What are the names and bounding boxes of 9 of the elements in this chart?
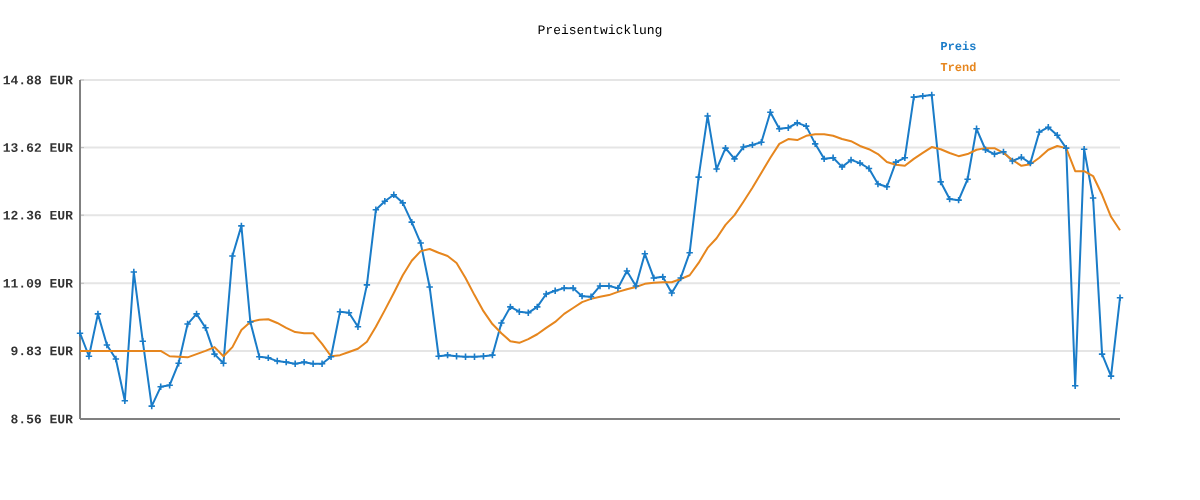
y-tick-label: 9.83 EUR	[11, 346, 73, 356]
y-tick-label: 13.62 EUR	[3, 143, 73, 153]
text: Preis	[941, 41, 976, 51]
text: Trend	[940, 62, 976, 72]
chart-title: Preisentwicklung	[538, 24, 662, 37]
y-tick-label: 11.09 EUR	[3, 278, 73, 288]
y-tick-label: 14.88 EUR	[3, 75, 73, 85]
y-tick-label: 8.56 EUR	[11, 414, 73, 424]
y-tick-label: 12.36 EUR	[3, 210, 73, 220]
